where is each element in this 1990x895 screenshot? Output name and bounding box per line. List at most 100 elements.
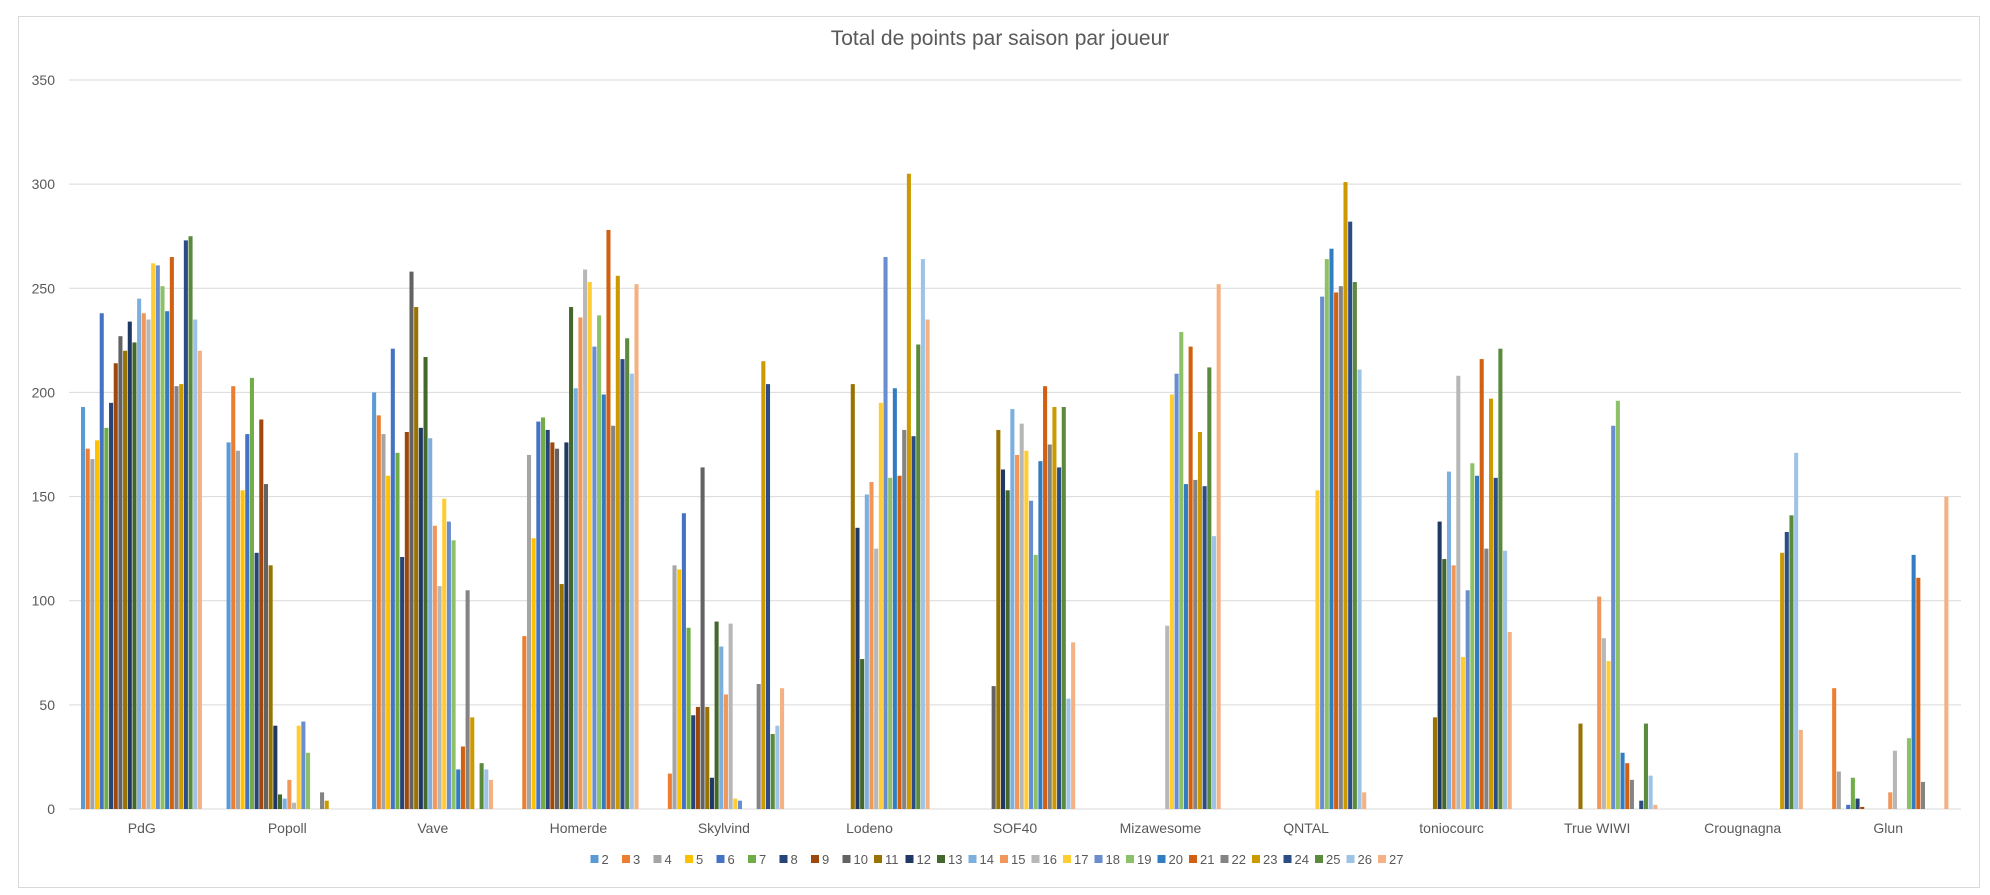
bar [855, 527, 860, 809]
bar [864, 494, 869, 809]
legend-label: 11 [885, 852, 899, 867]
legend-swatch [779, 855, 788, 863]
bar [1798, 729, 1803, 809]
bar [1362, 792, 1367, 809]
y-tick-label: 100 [32, 593, 56, 609]
bar [155, 265, 160, 809]
bar [597, 315, 602, 809]
bar [1855, 798, 1860, 809]
bar [1836, 771, 1841, 809]
bar [573, 388, 578, 809]
bar [141, 313, 146, 809]
legend-swatch [874, 855, 882, 863]
bar [1944, 496, 1949, 809]
bar [991, 686, 996, 809]
bar [1432, 717, 1437, 809]
legend-swatch [1000, 855, 1008, 863]
bar [1479, 359, 1484, 809]
bar [1005, 490, 1010, 809]
y-tick-label: 200 [32, 384, 56, 400]
legend-swatch [937, 855, 945, 863]
bar [723, 694, 728, 809]
legend-swatch [590, 855, 599, 863]
bar [320, 792, 325, 809]
bar [1620, 752, 1625, 809]
bar [226, 442, 231, 809]
bar [1498, 348, 1503, 809]
bar [583, 269, 588, 809]
bar [268, 565, 273, 809]
bar [559, 584, 564, 809]
bar [1015, 454, 1020, 809]
bar [1437, 521, 1442, 809]
bar [460, 746, 465, 809]
bar [1066, 698, 1071, 809]
bar [1324, 259, 1329, 809]
bar [709, 777, 714, 809]
bar [1216, 284, 1221, 809]
bar [1334, 292, 1339, 809]
legend-swatch [1189, 855, 1197, 863]
legend-label: 15 [1011, 852, 1025, 867]
bar [414, 307, 419, 809]
bar [174, 386, 179, 809]
chart-frame: Total de points par saison par joueur 0 5… [18, 16, 1980, 888]
chart-svg: Total de points par saison par joueur 0 5… [32, 27, 1961, 867]
bar [254, 552, 259, 809]
bar [1832, 688, 1837, 809]
legend-swatch [905, 855, 914, 863]
legend-label: 12 [917, 852, 931, 867]
bar [606, 229, 611, 810]
x-category-label: Mizawesome [1120, 820, 1202, 836]
bar [555, 448, 560, 809]
bar [1850, 777, 1855, 809]
bar [1789, 515, 1794, 809]
bar [395, 452, 400, 809]
legend-swatch [1252, 855, 1260, 863]
bar [183, 240, 188, 809]
bar [587, 282, 592, 809]
legend-label: 5 [696, 852, 703, 867]
bar [179, 384, 184, 809]
legend-label: 6 [728, 852, 735, 867]
bar [386, 475, 391, 809]
bar [301, 721, 306, 809]
x-category-label: PdG [128, 820, 156, 836]
legend-swatch [968, 855, 977, 863]
bar [1906, 738, 1911, 809]
bar [1202, 486, 1207, 809]
bar [902, 429, 907, 809]
legend-label: 19 [1137, 852, 1151, 867]
bar [409, 271, 414, 809]
bar [1188, 346, 1193, 809]
legend-swatch [1346, 855, 1355, 863]
bar [1507, 631, 1512, 809]
legend-label: 10 [854, 852, 868, 867]
bar [634, 284, 639, 809]
legend-label: 16 [1043, 852, 1057, 867]
x-category-label: QNTAL [1283, 820, 1329, 836]
bar [925, 319, 930, 809]
bar [620, 359, 625, 809]
bar [545, 429, 550, 809]
bar [1460, 656, 1466, 809]
bar [770, 734, 775, 809]
bar [1597, 596, 1602, 809]
bar [878, 402, 883, 809]
bar [1165, 625, 1170, 809]
bar [249, 377, 254, 809]
bar [99, 313, 104, 809]
legend-label: 7 [759, 852, 766, 867]
bar [728, 623, 733, 809]
bar [1784, 531, 1789, 809]
bar [1000, 469, 1006, 809]
bar [263, 484, 268, 809]
bar [1061, 407, 1066, 809]
bar [601, 394, 606, 809]
bar [888, 477, 893, 809]
bar [906, 173, 911, 810]
bar [127, 321, 132, 809]
bar [1578, 723, 1583, 809]
legend-swatch [1315, 855, 1323, 863]
bar [615, 275, 620, 809]
